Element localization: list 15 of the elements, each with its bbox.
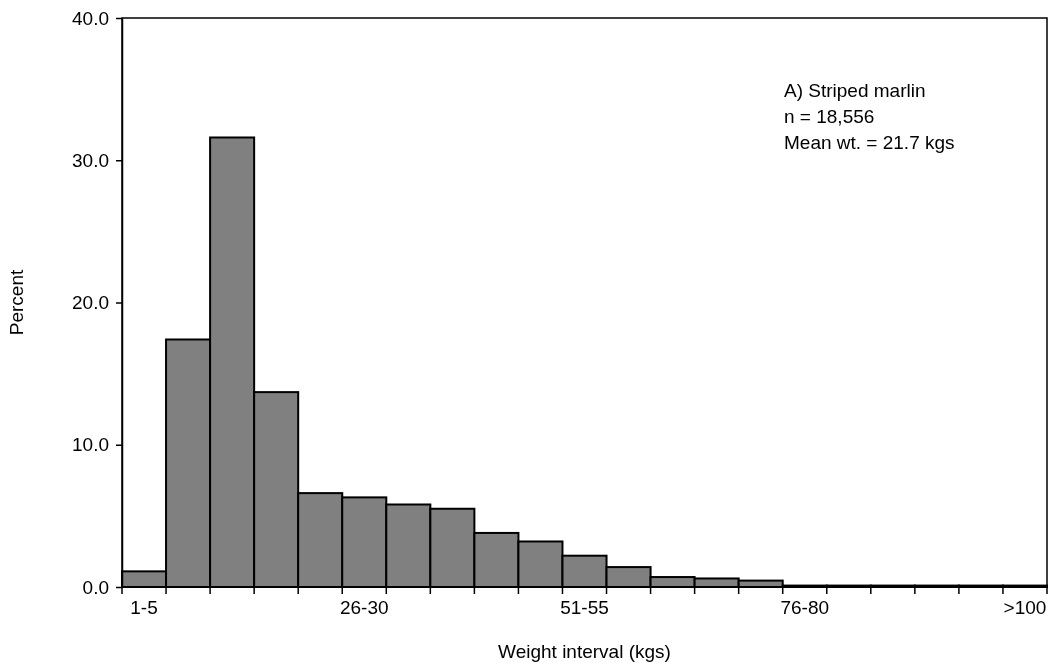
x-tick-label: 76-80 (780, 597, 830, 618)
y-tick-label: 0.0 (82, 576, 109, 598)
y-tick-label: 40.0 (72, 7, 109, 29)
annotation: A) Striped marlin (784, 80, 926, 101)
x-tick-label: 51-55 (560, 597, 609, 618)
x-tick-label: 26-30 (339, 597, 389, 618)
annotation: n = 18,556 (784, 106, 875, 127)
y-tick-label: 20.0 (72, 292, 109, 314)
annotation: Mean wt. = 21.7 kgs (784, 132, 955, 153)
y-axis-title: Percent (6, 269, 27, 336)
x-axis-title: Weight interval (kgs) (498, 641, 671, 662)
x-tick-label: 1-5 (130, 597, 158, 618)
x-tick-label: >100 (1003, 597, 1047, 618)
y-tick-label: 10.0 (72, 434, 109, 456)
y-tick-label: 30.0 (72, 149, 109, 171)
